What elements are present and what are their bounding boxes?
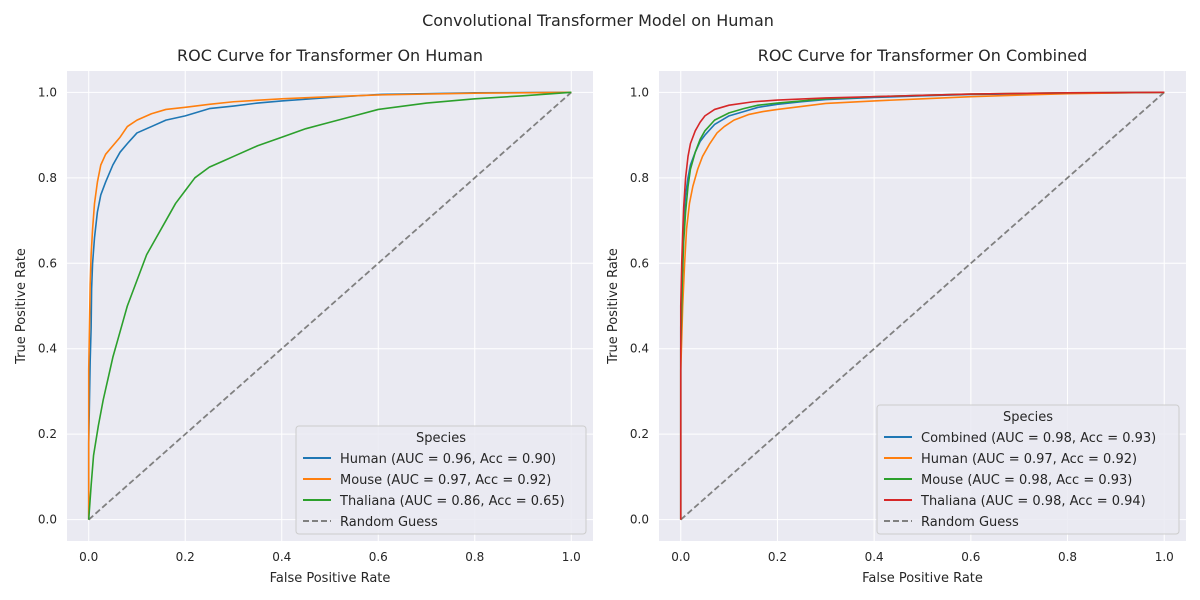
legend-title: Species — [416, 431, 466, 446]
x-tick-label: 1.0 — [562, 550, 581, 564]
x-tick-label: 1.0 — [1155, 550, 1174, 564]
y-tick-label: 0.6 — [38, 256, 57, 270]
legend-entry: Random Guess — [340, 515, 438, 530]
y-tick-label: 1.0 — [38, 85, 57, 99]
x-tick-label: 0.2 — [176, 550, 195, 564]
legend-box — [876, 404, 1180, 535]
x-tick-label: 0.0 — [79, 550, 98, 564]
legend: Species Human (AUC = 0.96, Acc = 0.90) Mou… — [295, 425, 587, 535]
panel-title: ROC Curve for Transformer On Combined — [758, 46, 1088, 65]
roc-series-line — [679, 91, 1165, 520]
x-tick-label: 0.4 — [272, 550, 291, 564]
y-tick-label: 0.2 — [38, 427, 57, 441]
panel-title: ROC Curve for Transformer On Human — [177, 46, 483, 65]
roc-panel-combined: ROC Curve for Transformer On Combined 0.0… — [606, 46, 1186, 586]
legend-entry: Mouse (AUC = 0.98, Acc = 0.93) — [921, 473, 1132, 488]
figure-suptitle: Convolutional Transformer Model on Human — [422, 11, 774, 30]
legend: Species Combined (AUC = 0.98, Acc = 0.93)… — [876, 404, 1180, 535]
x-tick-label: 0.8 — [465, 550, 484, 564]
y-tick-label: 0.8 — [38, 171, 57, 185]
y-tick-label: 0.6 — [630, 256, 649, 270]
y-tick-label: 0.4 — [38, 342, 57, 356]
roc-series-line — [87, 91, 572, 520]
y-tick-label: 0.0 — [630, 513, 649, 527]
y-axis-label: True Positive Rate — [606, 248, 621, 365]
y-axis-label: True Positive Rate — [14, 248, 29, 365]
legend-entry: Mouse (AUC = 0.97, Acc = 0.92) — [340, 473, 551, 488]
x-axis-label: False Positive Rate — [862, 571, 983, 586]
legend-entry: Combined (AUC = 0.98, Acc = 0.93) — [921, 431, 1156, 446]
x-tick-label: 0.8 — [1058, 550, 1077, 564]
legend-entry: Random Guess — [921, 515, 1019, 530]
roc-series-line — [679, 91, 1165, 520]
y-tick-label: 0.8 — [630, 171, 649, 185]
legend-entry: Thaliana (AUC = 0.98, Acc = 0.94) — [920, 494, 1146, 509]
y-tick-label: 0.2 — [630, 427, 649, 441]
roc-series-line — [87, 91, 572, 520]
legend-entry: Human (AUC = 0.97, Acc = 0.92) — [921, 452, 1137, 467]
y-tick-label: 0.0 — [38, 513, 57, 527]
x-tick-label: 0.0 — [671, 550, 690, 564]
y-tick-label: 1.0 — [630, 85, 649, 99]
legend-entry: Human (AUC = 0.96, Acc = 0.90) — [340, 452, 556, 467]
x-tick-label: 0.6 — [369, 550, 388, 564]
x-tick-label: 0.4 — [865, 550, 884, 564]
legend-box — [295, 425, 587, 535]
x-tick-label: 0.2 — [768, 550, 787, 564]
legend-title: Species — [1003, 410, 1053, 425]
legend-entry: Thaliana (AUC = 0.86, Acc = 0.65) — [339, 494, 565, 509]
roc-series-line — [87, 91, 572, 520]
roc-panel-human: ROC Curve for Transformer On Human 0.0 0.2… — [14, 46, 593, 586]
x-axis-label: False Positive Rate — [270, 571, 391, 586]
y-tick-label: 0.4 — [630, 342, 649, 356]
x-tick-label: 0.6 — [961, 550, 980, 564]
